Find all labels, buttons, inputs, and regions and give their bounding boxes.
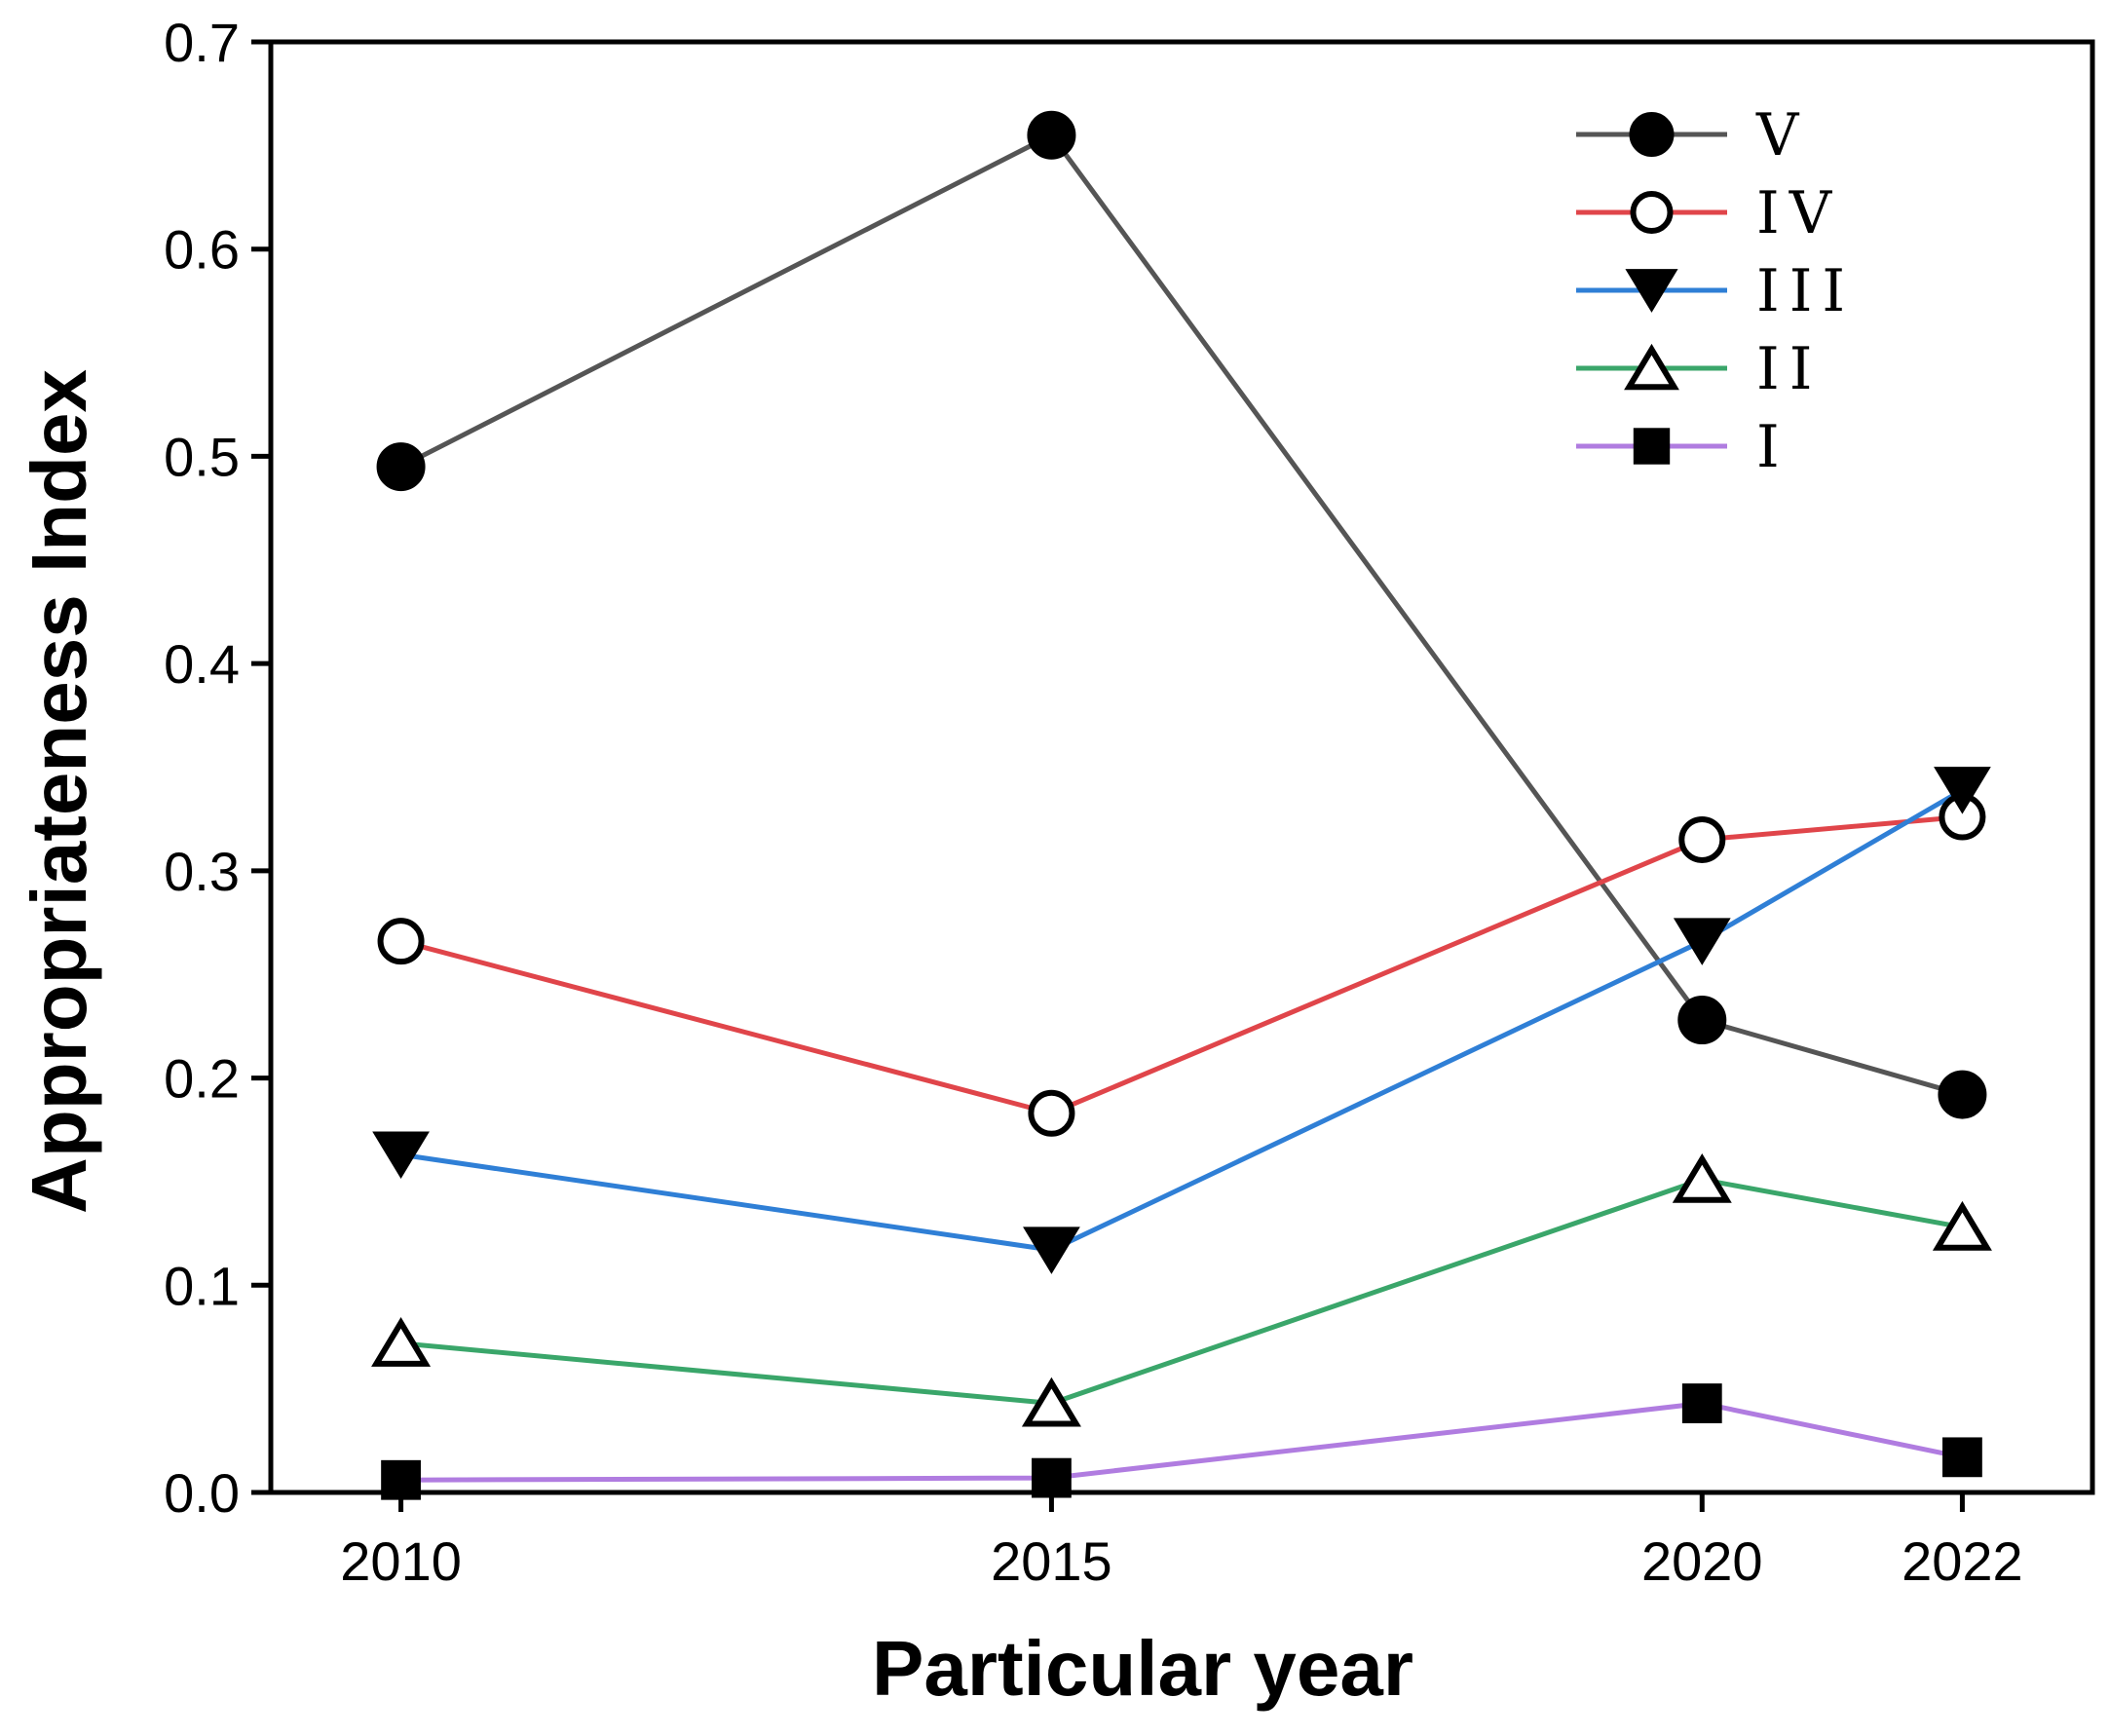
y-tick-label: 0.4 [164,633,240,695]
data-point-iii [372,1131,430,1180]
data-point-ii [1672,1152,1732,1203]
data-point-i [1942,1437,1982,1478]
data-point-v [1677,996,1727,1045]
data-point-ii [1021,1377,1081,1427]
data-point-ii [371,1317,432,1367]
data-point-i [1681,1383,1722,1423]
legend-label-i: I [1756,413,1789,481]
y-tick-label: 0.1 [164,1255,240,1316]
series-line-iv [399,814,1963,1116]
y-tick-label: 0.6 [164,219,240,281]
y-tick-label: 0.0 [164,1462,240,1524]
data-point-v [1027,110,1076,160]
data-point-iii [1934,767,1991,814]
legend-marker-i [1633,428,1671,465]
x-axis: 2010 2015 2020 2022 [340,1492,2023,1592]
legend-marker-v [1629,112,1675,157]
x-tick-label: 2020 [1641,1530,1763,1592]
y-tick-label: 0.5 [164,426,240,487]
legend-label-ii: II [1756,335,1822,403]
data-point-iii [1023,1227,1080,1274]
x-tick-label: 2015 [991,1530,1112,1592]
series-line-v [399,132,1964,1097]
data-point-iv [1678,815,1726,863]
data-point-v [376,442,426,492]
legend-marker-iii [1625,269,1678,313]
y-axis-title: Appropriateness Index [16,369,102,1214]
data-point-iii [1673,918,1731,965]
plot-frame [268,39,2095,1495]
x-tick-label: 2022 [1902,1530,2023,1592]
data-point-i [1032,1457,1072,1498]
legend-label-iv: IV [1756,179,1841,247]
data-point-ii [1932,1200,1992,1251]
data-point-iv [1028,1089,1075,1137]
data-point-i [381,1459,421,1500]
series-line-iii [400,787,1964,1253]
series-line-i [400,1401,1963,1483]
data-point-v [1938,1070,1987,1119]
legend-label-v: V [1755,101,1808,170]
legend-marker-ii [1624,343,1679,391]
x-axis-title: Particular year [872,1625,1413,1712]
legend-marker-iv [1630,191,1674,234]
legend-label-iii: III [1756,257,1855,325]
data-point-iv [377,918,425,965]
x-tick-label: 2010 [340,1530,462,1592]
y-tick-label: 0.7 [164,12,240,73]
series-line-ii [400,1177,1963,1407]
series-markers [371,110,1992,1500]
series-lines [399,132,1964,1483]
y-axis: 0.0 0.1 0.2 0.3 0.4 0.5 0.6 0.7 [164,12,271,1524]
y-tick-label: 0.3 [164,841,240,902]
y-tick-label: 0.2 [164,1048,240,1110]
